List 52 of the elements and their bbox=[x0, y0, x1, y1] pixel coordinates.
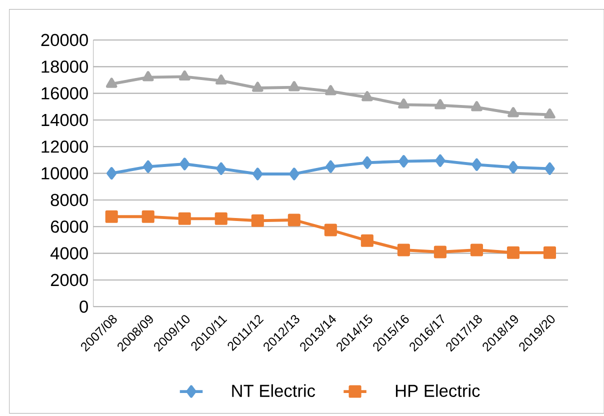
point bbox=[398, 98, 410, 109]
point bbox=[325, 85, 336, 96]
point bbox=[326, 160, 336, 173]
point bbox=[216, 162, 226, 175]
legend-label: NT Electric bbox=[232, 384, 316, 397]
point bbox=[252, 168, 263, 180]
y-tick-label: 8000 bbox=[50, 194, 88, 206]
point bbox=[434, 246, 446, 258]
y-tick-label: 6000 bbox=[50, 220, 88, 233]
y-tick-label: 20000 bbox=[41, 34, 88, 46]
point bbox=[398, 155, 409, 168]
point bbox=[178, 212, 191, 225]
point bbox=[472, 158, 482, 171]
legend-label: HP Electric bbox=[396, 384, 480, 397]
point bbox=[142, 210, 154, 223]
point bbox=[362, 91, 373, 102]
point bbox=[471, 101, 482, 112]
point bbox=[180, 158, 190, 170]
point bbox=[178, 70, 190, 81]
y-tick-label: 10000 bbox=[42, 167, 88, 180]
point bbox=[324, 224, 337, 236]
point bbox=[106, 78, 118, 88]
point bbox=[543, 246, 556, 259]
point bbox=[470, 244, 483, 256]
point bbox=[435, 154, 446, 167]
y-tick-label: 18000 bbox=[42, 60, 88, 73]
point bbox=[143, 160, 154, 173]
y-tick-label: 14000 bbox=[42, 114, 88, 126]
y-tick-label: 16000 bbox=[42, 87, 88, 100]
point bbox=[251, 214, 264, 227]
point bbox=[105, 210, 118, 223]
point bbox=[360, 234, 374, 247]
point bbox=[362, 156, 372, 169]
point bbox=[216, 74, 227, 85]
point bbox=[106, 167, 117, 180]
point bbox=[214, 212, 228, 225]
point bbox=[288, 214, 300, 226]
point bbox=[508, 107, 519, 118]
point bbox=[544, 108, 556, 119]
y-tick-label: 2000 bbox=[50, 274, 88, 286]
point bbox=[288, 81, 300, 92]
point bbox=[142, 71, 154, 82]
y-tick-label: 0 bbox=[80, 300, 88, 313]
point bbox=[397, 244, 410, 256]
point bbox=[434, 99, 446, 110]
point bbox=[508, 161, 518, 174]
y-tick-label: 12000 bbox=[42, 140, 88, 153]
point bbox=[252, 82, 264, 92]
y-tick-label: 4000 bbox=[50, 247, 88, 260]
point bbox=[506, 246, 520, 259]
point bbox=[544, 162, 555, 175]
point bbox=[289, 168, 300, 180]
